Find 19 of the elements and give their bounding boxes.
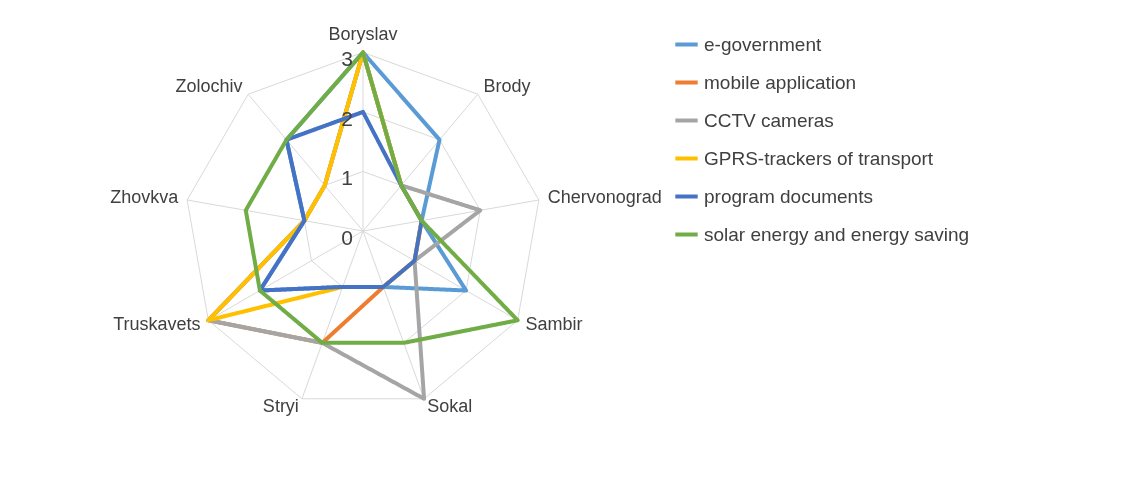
- y-tick-label: 2: [341, 106, 353, 130]
- y-tick-label: 3: [341, 47, 353, 71]
- spoke-label: Zhovkva: [110, 187, 180, 208]
- spoke-label: Sambir: [525, 313, 583, 334]
- y-tick-label: 1: [341, 166, 353, 190]
- spoke-label: Boryslav: [328, 23, 398, 44]
- spoke-label: Sokal: [427, 396, 473, 417]
- spoke-label: Zolochiv: [175, 76, 243, 97]
- legend-label: e-government: [704, 33, 822, 55]
- legend-label: solar energy and energy saving: [704, 223, 970, 245]
- spoke-label: Brody: [483, 76, 531, 97]
- legend-label: CCTV cameras: [704, 109, 834, 131]
- y-tick-label: 0: [341, 226, 353, 249]
- spoke-label: Truskavets: [113, 313, 201, 334]
- spoke-label: Chervonograd: [547, 187, 662, 208]
- legend-label: GPRS-trackers of transport: [704, 147, 934, 169]
- spoke-label: Stryi: [262, 396, 299, 417]
- legend-label: program documents: [704, 185, 873, 207]
- legend-label: mobile application: [704, 71, 857, 93]
